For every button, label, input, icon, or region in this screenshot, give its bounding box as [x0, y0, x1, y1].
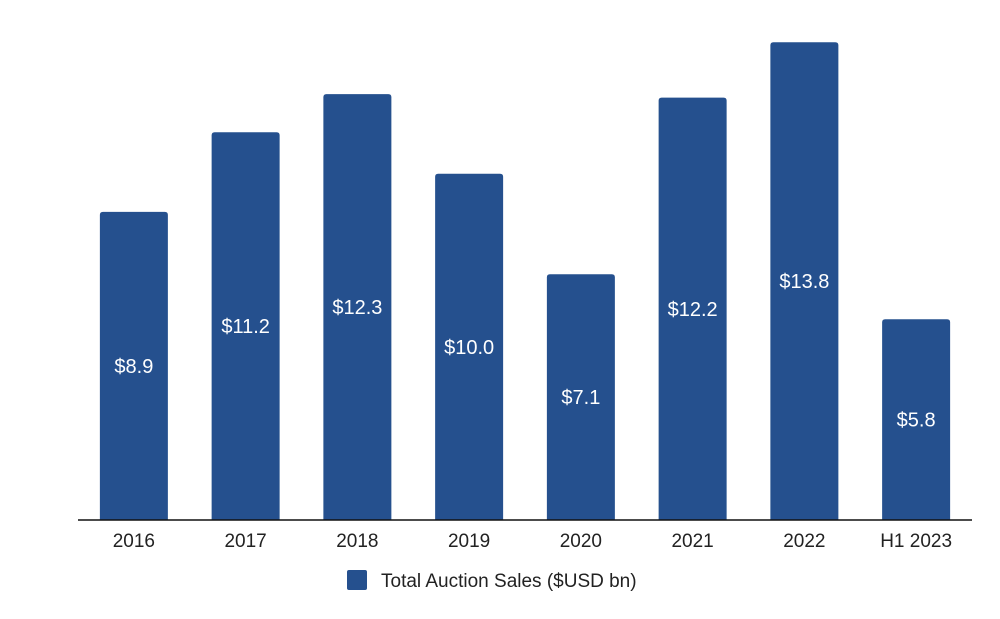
legend-label: Total Auction Sales ($USD bn)	[381, 571, 637, 592]
x-tick-label: 2020	[560, 531, 602, 552]
x-tick-label: 2019	[448, 531, 490, 552]
x-tick-label: 2018	[336, 531, 378, 552]
bar-value-label: $13.8	[779, 271, 829, 293]
x-tick-label: 2017	[224, 531, 266, 552]
bar-value-label: $12.2	[668, 299, 718, 321]
x-tick-label: 2016	[113, 531, 155, 552]
x-tick-label: H1 2023	[880, 531, 952, 552]
bar-value-label: $11.2	[221, 316, 270, 338]
bar-2020	[546, 274, 615, 520]
legend: Total Auction Sales ($USD bn)	[347, 570, 637, 592]
x-tick-label: 2022	[783, 531, 825, 552]
bar-2022	[770, 42, 839, 520]
bars-layer	[99, 42, 951, 521]
bar-value-label: $5.8	[897, 410, 936, 432]
bar-2019	[435, 173, 504, 521]
x-axis-ticks: 2016 2017 2018 2019 2020 2021 2022 H1 2023	[113, 531, 952, 552]
bar-h1-2023	[882, 319, 951, 520]
bar-value-label: $8.9	[114, 356, 153, 378]
bar-value-label: $12.3	[332, 297, 382, 319]
bar-2017	[211, 132, 280, 520]
bar-2021	[658, 97, 727, 520]
bar-value-label: $7.1	[561, 387, 600, 409]
x-tick-label: 2021	[671, 531, 713, 552]
bar-2018	[323, 94, 392, 520]
bar-value-label: $10.0	[444, 337, 494, 359]
bar-2016	[99, 211, 168, 520]
bar-labels-layer: $8.9 $11.2 $12.3 $10.0 $7.1 $12.2 $13.8 $5.8	[114, 271, 935, 431]
legend-swatch	[347, 570, 367, 590]
